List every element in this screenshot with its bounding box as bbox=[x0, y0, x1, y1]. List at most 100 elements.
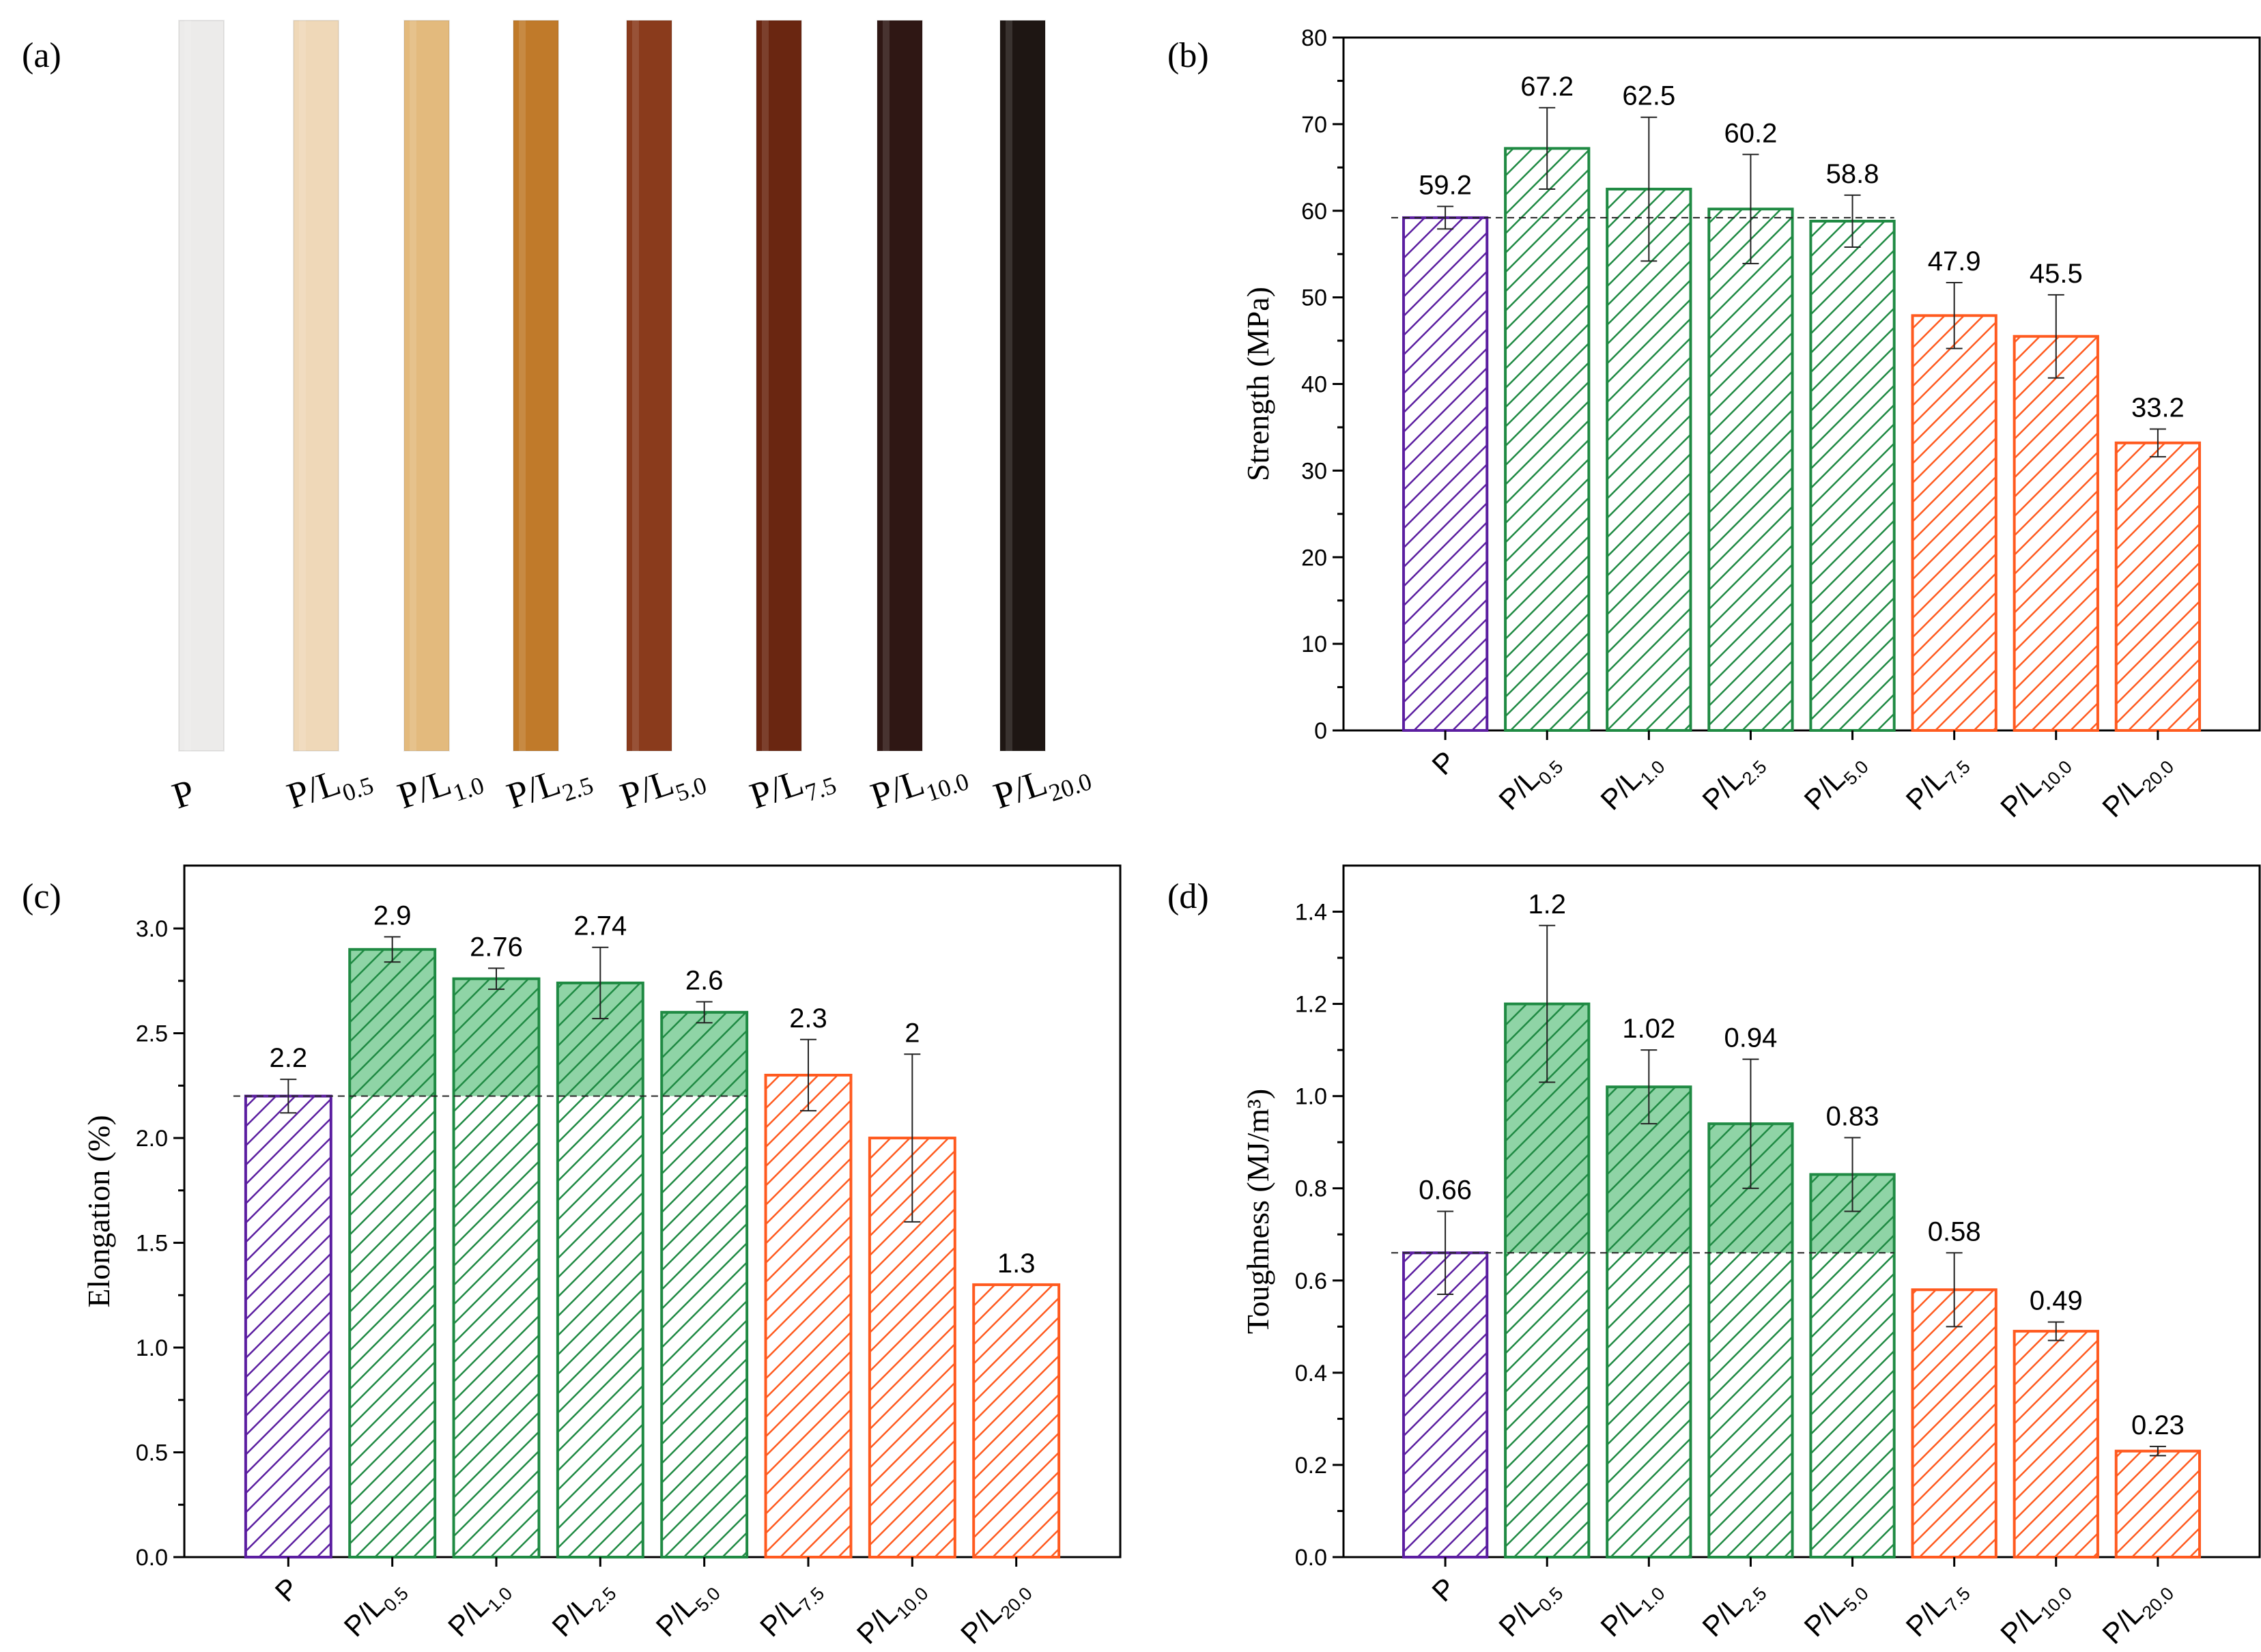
strip-highlight bbox=[519, 20, 526, 751]
x-category-label: P/L7.5 bbox=[1900, 1571, 1974, 1646]
bar-enhanced bbox=[452, 977, 541, 1559]
y-tick-label: 0.5 bbox=[136, 1440, 168, 1466]
value-label: 2.3 bbox=[789, 1003, 827, 1034]
x-category-label: P/L7.5 bbox=[754, 1571, 828, 1646]
y-tick-label: 0.2 bbox=[1295, 1453, 1327, 1479]
y-tick-label: 0.0 bbox=[1295, 1545, 1327, 1571]
label-main: P/L bbox=[615, 761, 679, 816]
specimen-strip bbox=[626, 20, 672, 752]
x-category-label: P/L2.5 bbox=[545, 1571, 620, 1646]
value-label: 59.2 bbox=[1419, 170, 1472, 200]
x-category-label: P/L1.0 bbox=[1594, 1571, 1668, 1646]
y-tick-label: 2.5 bbox=[136, 1021, 168, 1047]
label-main: P/L bbox=[866, 761, 929, 816]
value-label: 0.49 bbox=[2030, 1286, 2083, 1316]
specimen-strip bbox=[999, 20, 1046, 752]
specimen-strip bbox=[403, 20, 450, 752]
specimen-label-p: P bbox=[167, 771, 199, 816]
y-tick-label: 80 bbox=[1301, 25, 1327, 51]
value-label: 45.5 bbox=[2030, 259, 2083, 289]
specimen-label-5.0: P/L5.0 bbox=[615, 752, 710, 823]
label-main: P/L bbox=[282, 761, 345, 816]
bar-enhanced bbox=[1707, 1122, 1794, 1558]
x-category-label: P/L10.0 bbox=[851, 1571, 933, 1652]
y-tick-label: 30 bbox=[1301, 458, 1327, 484]
y-tick-label: 70 bbox=[1301, 112, 1327, 138]
panel-c-label: (c) bbox=[22, 877, 61, 916]
value-label: 2 bbox=[905, 1018, 920, 1048]
value-label: 47.9 bbox=[1928, 246, 1981, 276]
x-category-label: P/L20.0 bbox=[2096, 1571, 2178, 1652]
x-category-label: P/L10.0 bbox=[1994, 745, 2076, 827]
x-category-label: P/L1.0 bbox=[1594, 745, 1668, 819]
x-category-label: P/L10.0 bbox=[1994, 1571, 2076, 1652]
specimen-label-20.0: P/L20.0 bbox=[989, 748, 1095, 823]
label-main: P/L bbox=[502, 761, 565, 816]
label-main: P/L bbox=[393, 761, 456, 816]
strip-highlight bbox=[762, 20, 769, 751]
value-label: 62.5 bbox=[1622, 81, 1675, 111]
x-category-label: P/L5.0 bbox=[1798, 745, 1873, 819]
y-tick-label: 60 bbox=[1301, 199, 1327, 225]
bar-pure bbox=[1402, 216, 1489, 732]
bar-reduced bbox=[972, 1283, 1061, 1559]
x-category-label: P/L0.5 bbox=[338, 1571, 412, 1646]
specimen-label-10.0: P/L10.0 bbox=[866, 748, 972, 823]
value-label: 1.3 bbox=[997, 1249, 1036, 1279]
x-category-label: P/L7.5 bbox=[1900, 745, 1974, 819]
y-tick-label: 1.0 bbox=[1295, 1084, 1327, 1110]
strip-highlight bbox=[410, 20, 416, 751]
label-subscript: 5.0 bbox=[672, 771, 710, 807]
label-main: P/L bbox=[989, 761, 1052, 816]
label-subscript: 10.0 bbox=[923, 767, 972, 807]
bar-enhanced bbox=[1504, 1002, 1591, 1558]
value-label: 67.2 bbox=[1520, 72, 1574, 102]
bar-reduced bbox=[764, 1073, 853, 1558]
label-subscript: 2.5 bbox=[559, 771, 597, 807]
specimen-label-2.5: P/L2.5 bbox=[502, 752, 597, 823]
y-tick-label: 3.0 bbox=[136, 916, 168, 942]
specimen-label-7.5: P/L7.5 bbox=[745, 752, 840, 823]
bars: 2.2 P 2.9 P/L0.5 2.76 P/L1.0 2.74 P/L2.5 2.6 P/L5… bbox=[244, 900, 1061, 1652]
x-category-label: P/L1.0 bbox=[442, 1571, 516, 1646]
y-tick-label: 0.0 bbox=[136, 1545, 168, 1571]
panel-d-toughness-chart: (d) 0.0 0.2 0.4 0.6 0.8 1.0 1.2 1.4 Toughness (M… bbox=[1167, 864, 2261, 1652]
specimen-strips bbox=[178, 20, 1046, 752]
label-subscript: 20.0 bbox=[1046, 767, 1095, 807]
label-subscript: 0.5 bbox=[339, 771, 377, 807]
x-category-label: P bbox=[1425, 1571, 1462, 1608]
value-label: 2.74 bbox=[573, 911, 627, 941]
specimen-labels: P P/L0.5 P/L1.0 P/L2.5 P/L5.0 P/L7.5 P/L10.0 P/… bbox=[167, 748, 1095, 823]
y-tick-label: 2.0 bbox=[136, 1126, 168, 1152]
bar-reduced bbox=[2114, 1449, 2202, 1558]
specimen-strip bbox=[513, 20, 559, 752]
y-axis: 0.0 0.2 0.4 0.6 0.8 1.0 1.2 1.4 bbox=[1295, 900, 1343, 1571]
y-tick-label: 1.0 bbox=[136, 1335, 168, 1361]
x-category-label: P/L2.5 bbox=[1696, 1571, 1770, 1646]
bar-enhanced bbox=[1606, 188, 1692, 732]
label-main: P/L bbox=[745, 761, 808, 816]
x-category-label: P/L0.5 bbox=[1492, 1571, 1567, 1646]
panel-b-label: (b) bbox=[1167, 36, 1209, 75]
y-axis-title: Toughness (MJ/m³) bbox=[1240, 1089, 1275, 1334]
x-category-label: P/L20.0 bbox=[2096, 745, 2178, 827]
value-label: 2.9 bbox=[373, 900, 412, 930]
y-tick-label: 0.8 bbox=[1295, 1176, 1327, 1202]
bars: 0.66 P 1.2 P/L0.5 1.02 P/L1.0 0.94 P/L2.5 0.83 P/… bbox=[1402, 889, 2202, 1652]
bar-enhanced bbox=[1504, 147, 1591, 732]
panel-d-label: (d) bbox=[1167, 877, 1209, 916]
y-tick-label: 1.5 bbox=[136, 1231, 168, 1257]
bar-enhanced bbox=[348, 948, 437, 1558]
bars: 59.2 P 67.2 P/L0.5 62.5 P/L1.0 60.2 P/L2.5 58.8 P… bbox=[1402, 72, 2202, 827]
x-category-label: P/L0.5 bbox=[1492, 745, 1567, 819]
panel-b-strength-chart: (b) 0 10 20 30 40 50 60 70 80 Strength (MPa) 59.2 P… bbox=[1167, 25, 2261, 827]
x-category-label: P bbox=[1425, 745, 1462, 781]
value-label: 60.2 bbox=[1724, 118, 1778, 148]
plot-frame bbox=[183, 864, 1122, 1558]
x-category-label: P bbox=[269, 1571, 305, 1608]
value-label: 58.8 bbox=[1826, 159, 1879, 189]
bar-reduced bbox=[1911, 314, 1997, 732]
y-tick-label: 10 bbox=[1301, 631, 1327, 657]
bar-pure bbox=[1402, 1251, 1489, 1559]
bar-reduced bbox=[1911, 1288, 1997, 1558]
